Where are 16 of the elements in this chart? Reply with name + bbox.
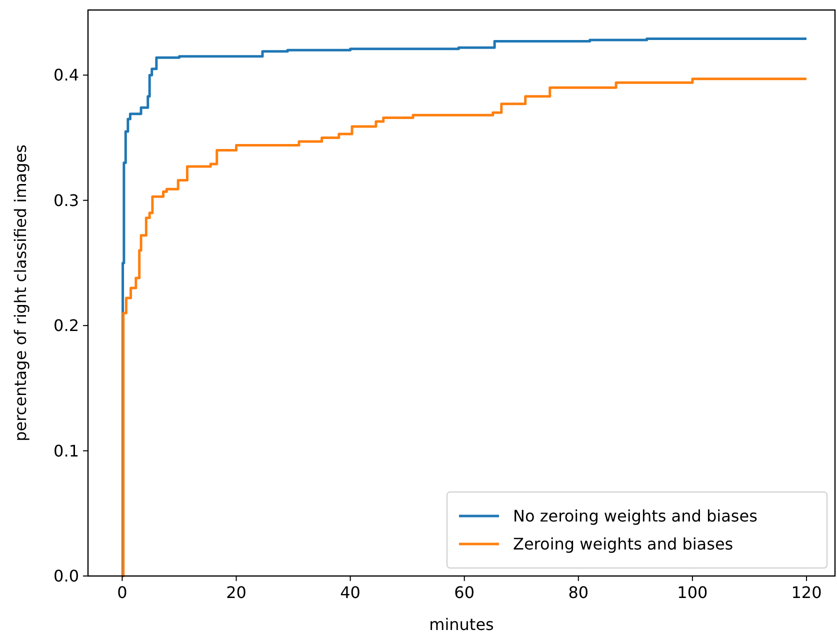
x-tick-label: 80: [568, 583, 589, 602]
x-tick-label: 40: [340, 583, 360, 602]
x-tick-label: 20: [226, 583, 246, 602]
y-tick-label: 0.4: [54, 66, 79, 85]
y-tick-label: 0.2: [54, 316, 79, 336]
x-tick-label: 0: [117, 583, 128, 602]
x-tick-label: 60: [454, 583, 475, 602]
y-tick-label: 0.1: [54, 441, 79, 460]
x-tick-label: 120: [791, 583, 822, 602]
y-tick-label: 0.0: [54, 566, 79, 586]
y-tick-label: 0.3: [54, 190, 79, 210]
x-tick-label: 100: [677, 583, 708, 602]
x-axis-title: minutes: [429, 615, 494, 634]
y-axis-title: percentage of right classified images: [11, 144, 30, 442]
legend-label: No zeroing weights and biases: [513, 506, 758, 526]
legend-label: Zeroing weights and biases: [513, 534, 734, 554]
